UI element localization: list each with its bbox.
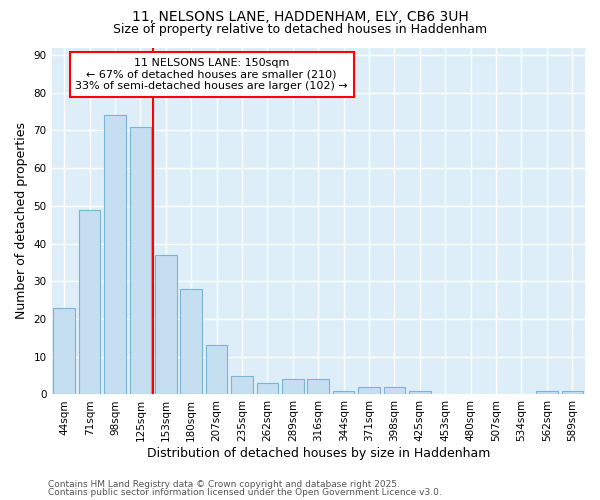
Bar <box>536 390 557 394</box>
Bar <box>383 387 405 394</box>
Text: 11 NELSONS LANE: 150sqm
← 67% of detached houses are smaller (210)
33% of semi-d: 11 NELSONS LANE: 150sqm ← 67% of detache… <box>75 58 348 91</box>
Bar <box>562 390 583 394</box>
Bar <box>333 390 355 394</box>
Text: 11, NELSONS LANE, HADDENHAM, ELY, CB6 3UH: 11, NELSONS LANE, HADDENHAM, ELY, CB6 3U… <box>131 10 469 24</box>
Bar <box>53 308 75 394</box>
Bar <box>307 380 329 394</box>
Text: Contains HM Land Registry data © Crown copyright and database right 2025.: Contains HM Land Registry data © Crown c… <box>48 480 400 489</box>
Bar <box>358 387 380 394</box>
Bar <box>231 376 253 394</box>
Bar <box>79 210 100 394</box>
Bar <box>409 390 431 394</box>
Bar <box>104 116 126 394</box>
Bar <box>206 346 227 395</box>
X-axis label: Distribution of detached houses by size in Haddenham: Distribution of detached houses by size … <box>146 447 490 460</box>
Bar <box>181 289 202 395</box>
Bar <box>155 255 176 394</box>
Text: Size of property relative to detached houses in Haddenham: Size of property relative to detached ho… <box>113 22 487 36</box>
Bar <box>130 126 151 394</box>
Bar <box>257 383 278 394</box>
Bar <box>282 380 304 394</box>
Y-axis label: Number of detached properties: Number of detached properties <box>15 122 28 320</box>
Text: Contains public sector information licensed under the Open Government Licence v3: Contains public sector information licen… <box>48 488 442 497</box>
